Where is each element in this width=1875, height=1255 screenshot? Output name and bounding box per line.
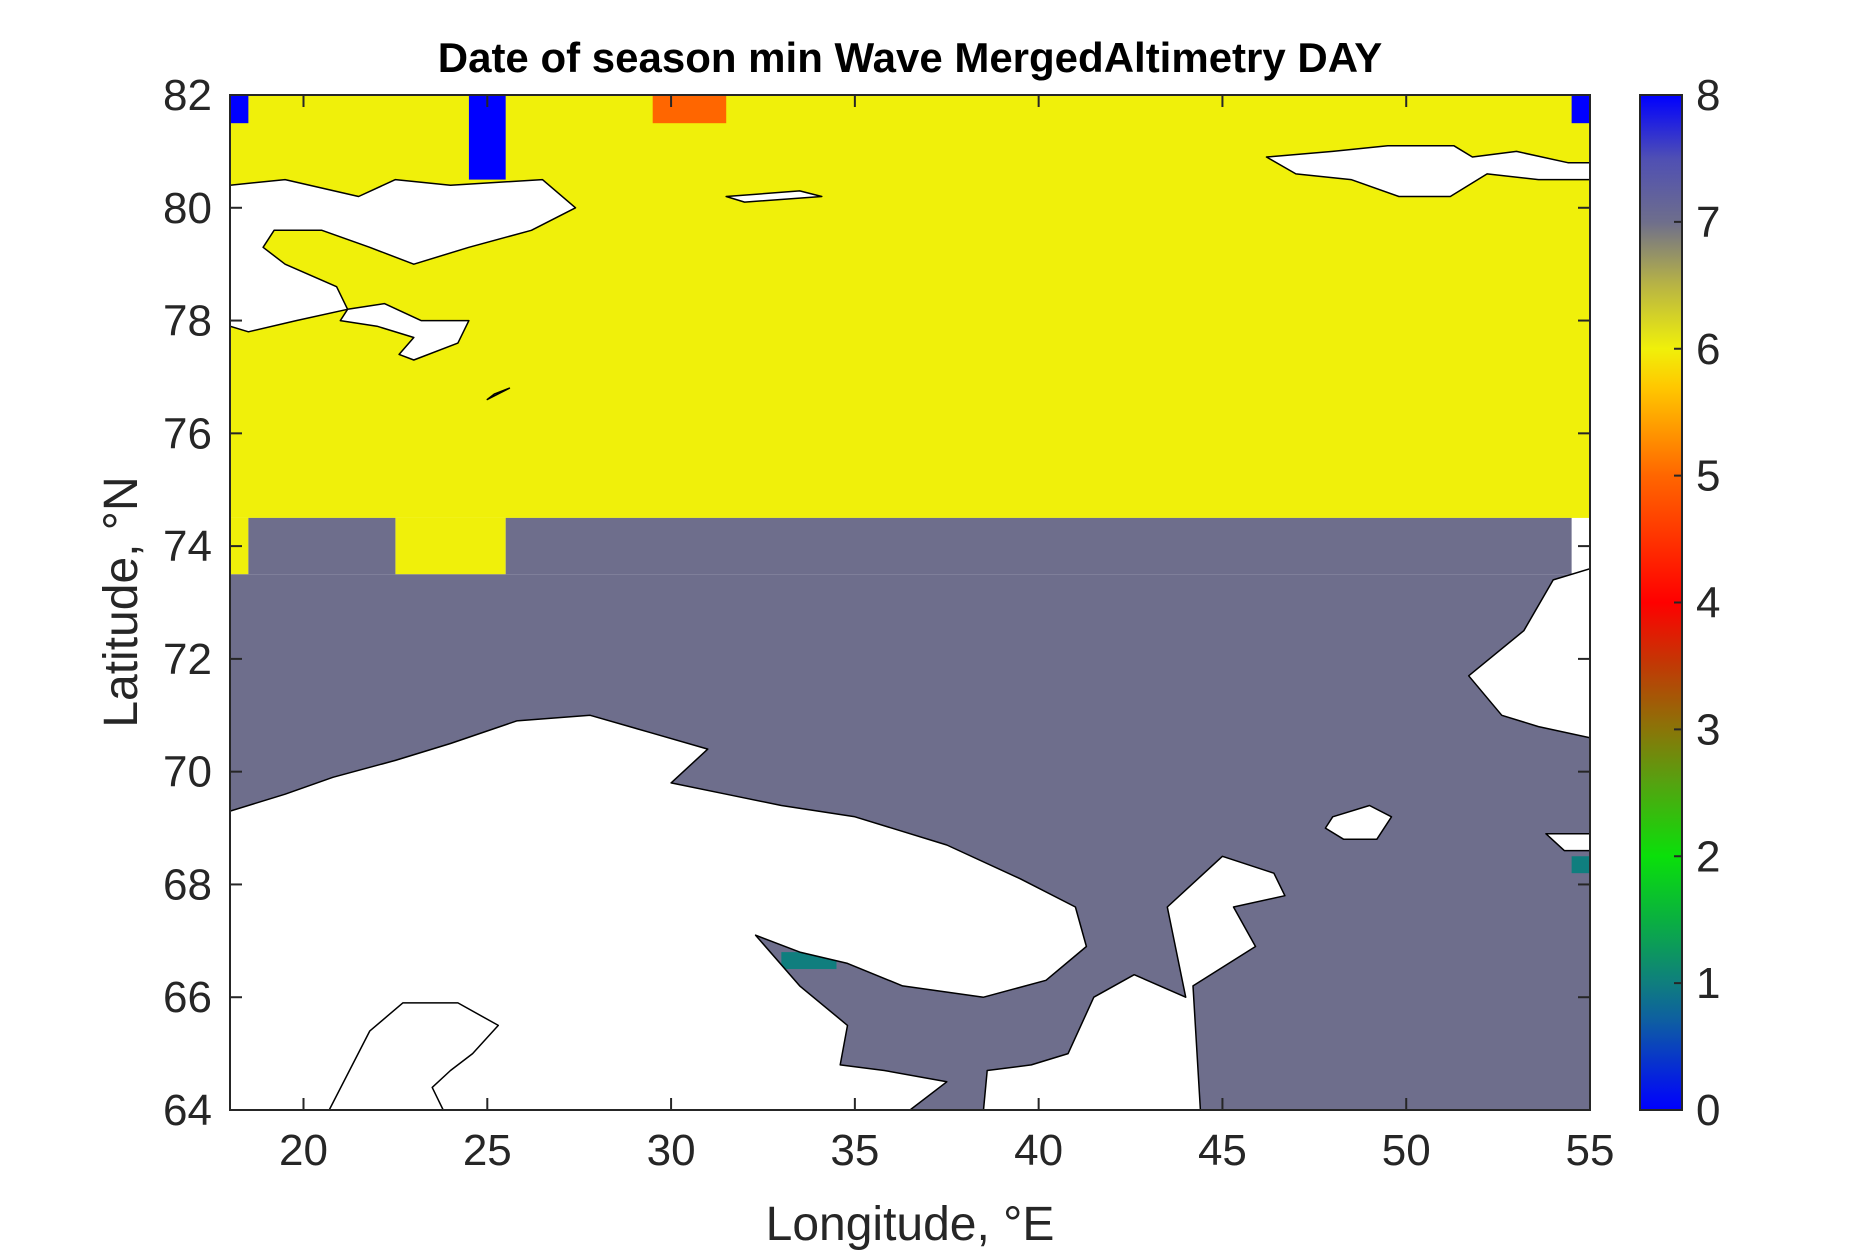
y-tick-label: 70 — [163, 748, 212, 797]
heatmap-cell — [652, 95, 727, 124]
land-franz-josef — [1265, 145, 1590, 198]
colorbar-tick-label: 2 — [1696, 832, 1720, 881]
colorbar-frame — [1639, 94, 1683, 1111]
heatmap-cell — [1571, 95, 1590, 124]
y-axis: 64 66 68 70 72 74 76 78 80 82 — [163, 71, 1590, 1135]
x-tick-label: 45 — [1198, 1126, 1247, 1175]
y-tick-label: 68 — [163, 860, 212, 909]
colorbar-tick-label: 3 — [1696, 705, 1720, 754]
y-tick-label: 78 — [163, 297, 212, 346]
land-kolguev — [1324, 804, 1393, 841]
land-vaygach — [1545, 832, 1590, 852]
x-axis: 20 25 30 35 40 45 50 55 — [279, 95, 1614, 1175]
land-kvitoya — [725, 190, 823, 203]
x-tick-label: 55 — [1566, 1126, 1615, 1175]
land-kanin-peninsula — [982, 855, 1286, 1110]
colorbar-tick-label: 0 — [1696, 1086, 1720, 1135]
land-svalbard-west — [230, 178, 577, 333]
heatmap-cell — [468, 95, 506, 180]
plot-area — [230, 95, 1590, 1110]
chart-title: Date of season min Wave MergedAltimetry … — [438, 34, 1383, 81]
land-novaya-zemlya — [1467, 567, 1590, 739]
x-tick-label: 20 — [279, 1126, 328, 1175]
land-edgeoya — [339, 302, 470, 361]
heatmap-cell — [395, 517, 506, 575]
colorbar-tick-label: 8 — [1696, 71, 1720, 120]
x-tick-label: 35 — [830, 1126, 879, 1175]
heatmap-cell — [230, 95, 249, 124]
y-tick-label: 66 — [163, 973, 212, 1022]
x-tick-label: 30 — [647, 1126, 696, 1175]
y-tick-label: 72 — [163, 635, 212, 684]
heatmap-cell — [505, 517, 1572, 575]
x-tick-label: 50 — [1382, 1126, 1431, 1175]
y-tick-label: 80 — [163, 184, 212, 233]
land-gulf-of-bothnia-east — [328, 1002, 500, 1110]
y-axis-label: Latitude, °N — [95, 476, 148, 727]
y-tick-label: 82 — [163, 71, 212, 120]
colorbar-tick-label: 4 — [1696, 579, 1720, 628]
heatmap-cell — [248, 517, 396, 575]
y-tick-label: 76 — [163, 409, 212, 458]
y-tick-label: 74 — [163, 522, 212, 571]
colorbar: 0 1 2 3 4 5 6 7 8 — [1639, 71, 1720, 1135]
colorbar-tick-label: 6 — [1696, 325, 1720, 374]
colorbar-ticks: 0 1 2 3 4 5 6 7 8 — [1674, 71, 1720, 1135]
x-axis-label: Longitude, °E — [766, 1198, 1055, 1250]
colorbar-tick-label: 5 — [1696, 452, 1720, 501]
land-hopen — [486, 387, 511, 401]
colorbar-tick-label: 7 — [1696, 198, 1720, 247]
x-tick-label: 25 — [463, 1126, 512, 1175]
y-tick-label: 64 — [163, 1086, 212, 1135]
heatmap-cell — [1571, 856, 1590, 874]
plot-frame — [229, 94, 1591, 1111]
x-tick-label: 40 — [1014, 1126, 1063, 1175]
colorbar-tick-label: 1 — [1696, 959, 1720, 1008]
land-masses — [230, 145, 1590, 1110]
